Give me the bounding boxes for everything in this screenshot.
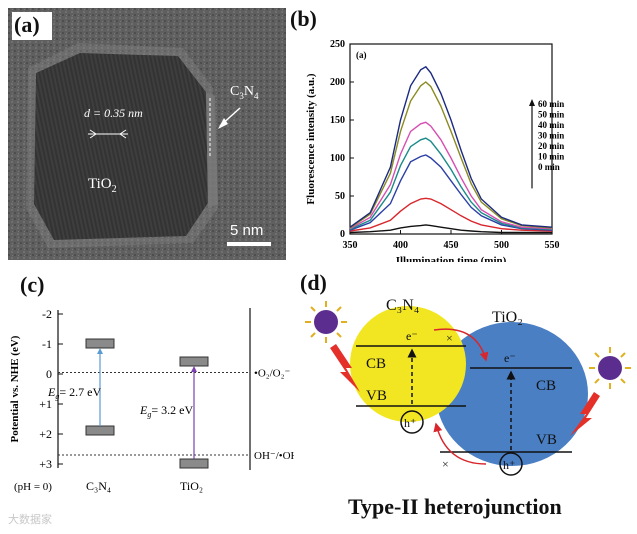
heterojunction-caption: Type-II heterojunction: [348, 494, 562, 519]
y-tick-label: 0: [340, 229, 345, 240]
svg-text:×: ×: [446, 331, 453, 345]
hole-transfer-arrow: [433, 422, 487, 465]
series-line-40-min: [349, 121, 553, 230]
x-axis-label: Illumination time (min): [396, 255, 507, 262]
y-tick-label: 250: [330, 39, 345, 50]
legend-label: 0 min: [538, 162, 560, 172]
series-line-10-min: [349, 197, 553, 232]
panel-a-label: (a): [14, 12, 40, 37]
y-tick-label: +2: [39, 427, 52, 441]
electron-label: e⁻: [406, 329, 418, 343]
tem-image: [8, 8, 286, 260]
tio2-label: TiO2: [88, 176, 117, 195]
c3n4-gap-arrowhead: [97, 348, 103, 354]
y-tick-label: 100: [330, 153, 345, 164]
lightning-icon: [330, 344, 360, 392]
y-tick-label: 200: [330, 77, 345, 88]
tio2-title: TiO₂: [492, 309, 523, 326]
c3n4-vb-label: VB: [366, 388, 387, 404]
tio2-cb-block: [179, 356, 209, 367]
y-axis-label: Potential vs. NHE (eV): [9, 335, 21, 442]
panel-a: (a) d = 0.35 nm TiO2 C3N4 5 nm: [8, 8, 286, 260]
y-tick-label: -1: [42, 337, 52, 351]
lattice-spacing-label: d = 0.35 nm: [84, 106, 143, 120]
electron-label: e⁻: [504, 351, 516, 365]
y-axis-label: Fluorescence intensity (a.u.): [305, 73, 317, 205]
tio2-axis-label: TiO₂: [180, 479, 203, 493]
series-line-20-min: [349, 154, 553, 231]
legend-label: 40 min: [538, 120, 564, 130]
tio2-cb-label: CB: [536, 378, 556, 394]
y-tick-label: 150: [330, 115, 345, 126]
heterojunction-diagram: × × C₃N₄ TiO₂ e: [305, 297, 631, 519]
c3n4-label: C3N4: [230, 84, 259, 101]
sun-icon: [589, 347, 631, 389]
y-tick-label: +1: [39, 397, 52, 411]
svg-text:×: ×: [442, 457, 449, 471]
x-tick-label: 500: [494, 240, 509, 251]
fluorescence-chart: 350 400 450 500 550 0 50 100 150 200 250 Illuminati…: [305, 39, 564, 267]
panel-c: (c) -2 -1 0 +1 +2 +3 Potential vs. NHE (eV) •O₂…: [4, 270, 299, 529]
c3n4-axis-label: C₃N₄: [86, 479, 111, 493]
panel-d-label: (d): [300, 270, 327, 295]
x-tick-label: 450: [444, 240, 459, 251]
panel-b: (b) 350 400 450 500 550 0 50 100 150 200 250 Illumi…: [288, 4, 637, 267]
band-diagram: -2 -1 0 +1 +2 +3 Potential vs. NHE (eV) •O₂/O₂⁻…: [9, 307, 299, 493]
legend-label: 30 min: [538, 131, 564, 141]
legend-label: 60 min: [538, 99, 564, 109]
c3n4-title: C₃N₄: [386, 297, 420, 314]
lightning-icon: [570, 392, 600, 436]
c3n4-cb-label: CB: [366, 356, 386, 372]
series-line-0-min: [349, 224, 552, 234]
c3n4-sphere: [350, 306, 466, 422]
panel-d: (d) × ×: [296, 264, 637, 529]
legend-label: 20 min: [538, 141, 564, 151]
hole-label: h⁺: [404, 416, 416, 430]
x-tick-label: 350: [343, 240, 358, 251]
tio2-vb-block: [179, 458, 209, 469]
panel-c-label: (c): [20, 272, 45, 297]
y-tick-label: 50: [335, 191, 345, 202]
o2-redox-label: •O₂/O₂⁻: [254, 368, 290, 380]
legend-label: 10 min: [538, 152, 564, 162]
scale-bar: [227, 242, 271, 246]
electron-transfer-arrow: [433, 328, 489, 362]
series-line-30-min: [349, 137, 553, 231]
tio2-vb-label: VB: [536, 432, 557, 448]
c3n4-cb-block: [85, 338, 115, 349]
legend-label: 50 min: [538, 110, 564, 120]
tio2-bandgap-label: Eg= 3.2 eV: [139, 403, 193, 419]
y-tick-label: +3: [39, 457, 52, 471]
inset-label: (a): [356, 50, 367, 60]
tio2-sphere: [436, 322, 588, 466]
series-line-50-min: [349, 81, 553, 229]
watermark: 大数据家: [8, 513, 52, 526]
ph-label: (pH = 0): [14, 481, 52, 493]
scale-label: 5 nm: [230, 222, 264, 239]
time-arrow-head: [529, 99, 535, 106]
y-tick-label: 0: [46, 367, 52, 381]
x-tick-label: 550: [545, 240, 560, 251]
sun-icon: [305, 301, 347, 343]
c3n4-bandgap-label: Eg= 2.7 eV: [47, 385, 101, 401]
hole-label: h⁺: [503, 458, 515, 472]
tio2-gap-arrowhead: [191, 366, 197, 372]
series-line-60-min: [349, 65, 553, 228]
panel-b-label: (b): [290, 6, 317, 31]
x-tick-label: 400: [393, 240, 408, 251]
oh-redox-label: OH⁻/•OH: [254, 450, 294, 462]
y-tick-label: -2: [42, 307, 52, 321]
c3n4-vb-block: [85, 425, 115, 436]
